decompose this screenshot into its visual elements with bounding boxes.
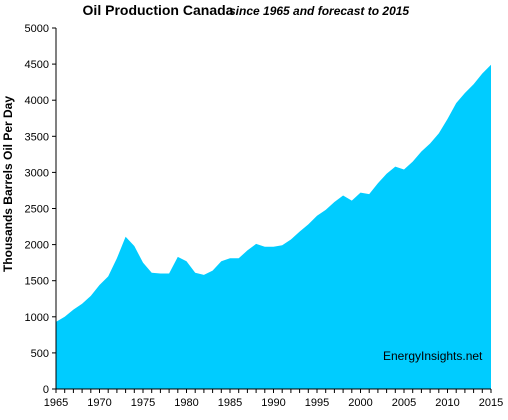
x-tick-label: 2000 (348, 397, 372, 409)
x-tick-label: 1980 (174, 397, 198, 409)
y-tick-label: 1500 (25, 276, 49, 288)
x-tick-label: 1975 (131, 397, 155, 409)
y-tick-label: 0 (43, 384, 49, 396)
y-tick-label: 1000 (25, 312, 49, 324)
x-tick-label: 1965 (44, 397, 68, 409)
x-tick-label: 1970 (87, 397, 111, 409)
y-tick-label: 2000 (25, 240, 49, 252)
chart-subtitle: since 1965 and forecast to 2015 (229, 4, 409, 18)
x-tick-label: 2010 (435, 397, 459, 409)
x-tick-label: 2015 (479, 397, 503, 409)
chart-title: Oil Production Canada (83, 2, 234, 18)
y-tick-label: 4500 (25, 59, 49, 71)
x-tick-label: 2005 (392, 397, 416, 409)
y-axis-label: Thousands Barrels Oil Per Day (1, 96, 15, 272)
x-tick-label: 1990 (261, 397, 285, 409)
x-tick-label: 1985 (218, 397, 242, 409)
y-tick-label: 2500 (25, 204, 49, 216)
y-tick-label: 4000 (25, 95, 49, 107)
x-axis-ticks: 1965 1970 1975 1980 1985 1990 1995 2000 2005 2010… (44, 389, 503, 409)
y-tick-label: 5000 (25, 23, 49, 35)
y-axis-ticks: 0 500 1000 1500 2000 2500 3000 3500 4000 4500 5000 (25, 23, 56, 396)
production-area (56, 64, 491, 390)
y-tick-label: 3500 (25, 131, 49, 143)
watermark-label: EnergyInsights.net (383, 349, 483, 363)
y-tick-label: 3000 (25, 167, 49, 179)
y-tick-label: 500 (31, 348, 49, 360)
x-tick-label: 1995 (305, 397, 329, 409)
